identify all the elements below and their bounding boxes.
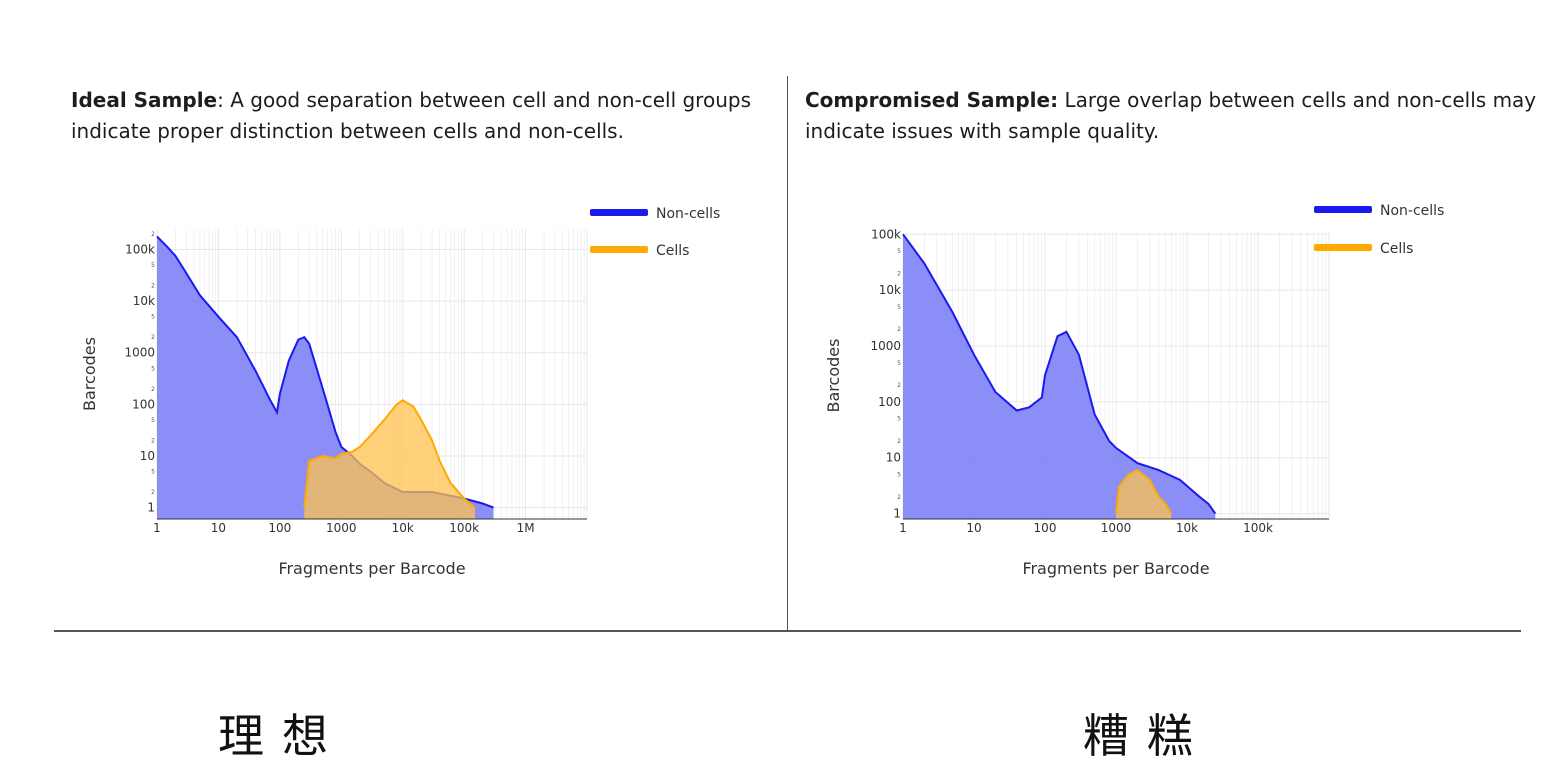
caption-ideal: 理想 (218, 709, 346, 763)
legend-swatch-cells (1314, 244, 1372, 251)
y-tick-label: 10k (133, 294, 155, 308)
legend-swatch-cells (590, 246, 648, 253)
y-tick-label: 1000 (124, 346, 155, 360)
y-minor-tick-label: 5 (151, 314, 155, 321)
series-area-cells (304, 400, 475, 519)
y-minor-tick-label: 2 (897, 494, 901, 501)
panel-compromised-sample: Compromised Sample: Large overlap betwee… (788, 0, 1563, 630)
y-minor-tick-label: 2 (151, 334, 155, 341)
series-line-non-cells (902, 233, 1217, 515)
y-tick-label: 10 (886, 451, 901, 465)
panel-heading-text: : A good separation between cell and non… (71, 88, 751, 143)
y-tick-label: 1 (147, 501, 155, 515)
x-tick-label: 100 (268, 521, 291, 535)
series-line-cells (303, 399, 476, 509)
x-tick-label: 1000 (326, 521, 357, 535)
y-minor-tick-label: 5 (897, 360, 901, 367)
y-axis-title: Barcodes (80, 337, 99, 411)
legend-label-cells: Cells (1380, 241, 1413, 257)
y-minor-tick-label: 2 (897, 270, 901, 277)
x-tick-label: 10k (1176, 521, 1198, 535)
y-axis-title: Barcodes (824, 339, 843, 413)
y-minor-tick-label: 2 (151, 231, 155, 238)
y-minor-tick-label: 5 (151, 365, 155, 372)
series-area-non-cells (903, 234, 1216, 520)
y-minor-tick-label: 2 (897, 438, 901, 445)
legend: Non-cells Cells (590, 206, 720, 259)
horizontal-divider (54, 630, 1521, 632)
panel-heading-text: Large overlap between cells and non-cell… (805, 88, 1537, 143)
legend-swatch-non-cells (590, 209, 648, 216)
x-axis-title: Fragments per Barcode (1022, 559, 1209, 578)
legend-swatch-non-cells (1314, 206, 1372, 213)
panel-description: Ideal Sample: A good separation between … (71, 85, 771, 147)
y-minor-tick-label: 5 (151, 417, 155, 424)
series-area-non-cells (157, 236, 494, 519)
y-tick-label: 100k (871, 227, 901, 241)
y-tick-label: 1 (893, 507, 901, 521)
y-minor-tick-label: 5 (897, 248, 901, 255)
legend: Non-cells Cells (1314, 203, 1444, 257)
vertical-divider (787, 76, 788, 631)
y-minor-tick-label: 2 (151, 283, 155, 290)
y-minor-tick-label: 5 (151, 262, 155, 269)
x-tick-label: 100 (1034, 521, 1057, 535)
y-tick-label: 100 (132, 397, 155, 411)
chart-compromised-sample: 1 10 100 1000 10k 100k 1 2 5 10 2 5 100 2 5 1000 2 5 10k 2 5… (824, 203, 1444, 578)
y-minor-tick-label: 5 (897, 304, 901, 311)
x-tick-label: 100k (1243, 521, 1273, 535)
panel-description: Compromised Sample: Large overlap betwee… (805, 85, 1545, 147)
y-minor-tick-label: 2 (151, 386, 155, 393)
y-minor-tick-label: 2 (151, 489, 155, 496)
y-minor-tick-label: 2 (151, 437, 155, 444)
panel-ideal-sample: Ideal Sample: A good separation between … (0, 0, 787, 630)
y-minor-tick-label: 5 (897, 416, 901, 423)
x-tick-label: 1 (899, 521, 907, 535)
panel-heading-bold: Compromised Sample: (805, 88, 1059, 112)
legend-label-cells: Cells (656, 243, 689, 259)
x-tick-label: 1 (153, 521, 161, 535)
series-area-cells (1116, 470, 1172, 519)
chart-ideal-sample: 1 10 100 1000 10k 100k 1M 1 2 5 10 2 5 100 2 5 1000 2 5 10k… (80, 206, 720, 578)
y-minor-tick-label: 2 (897, 382, 901, 389)
y-minor-tick-label: 5 (151, 468, 155, 475)
y-minor-tick-label: 2 (897, 326, 901, 333)
x-tick-label: 10k (392, 521, 414, 535)
y-minor-tick-label: 5 (897, 472, 901, 479)
y-tick-label: 1000 (870, 339, 901, 353)
y-tick-label: 100k (125, 243, 155, 257)
x-tick-label: 1M (517, 521, 535, 535)
y-tick-label: 100 (878, 395, 901, 409)
caption-compromised: 糟糕 (1083, 709, 1211, 763)
legend-label-non-cells: Non-cells (656, 206, 720, 222)
x-tick-label: 10 (211, 521, 226, 535)
x-tick-label: 1000 (1101, 521, 1132, 535)
series-line-cells (1115, 468, 1173, 515)
x-tick-label: 100k (449, 521, 479, 535)
y-tick-label: 10k (879, 283, 901, 297)
panel-heading-bold: Ideal Sample (71, 88, 218, 112)
legend-label-non-cells: Non-cells (1380, 203, 1444, 219)
x-axis-title: Fragments per Barcode (278, 559, 465, 578)
y-tick-label: 10 (140, 449, 155, 463)
x-tick-label: 10 (966, 521, 981, 535)
